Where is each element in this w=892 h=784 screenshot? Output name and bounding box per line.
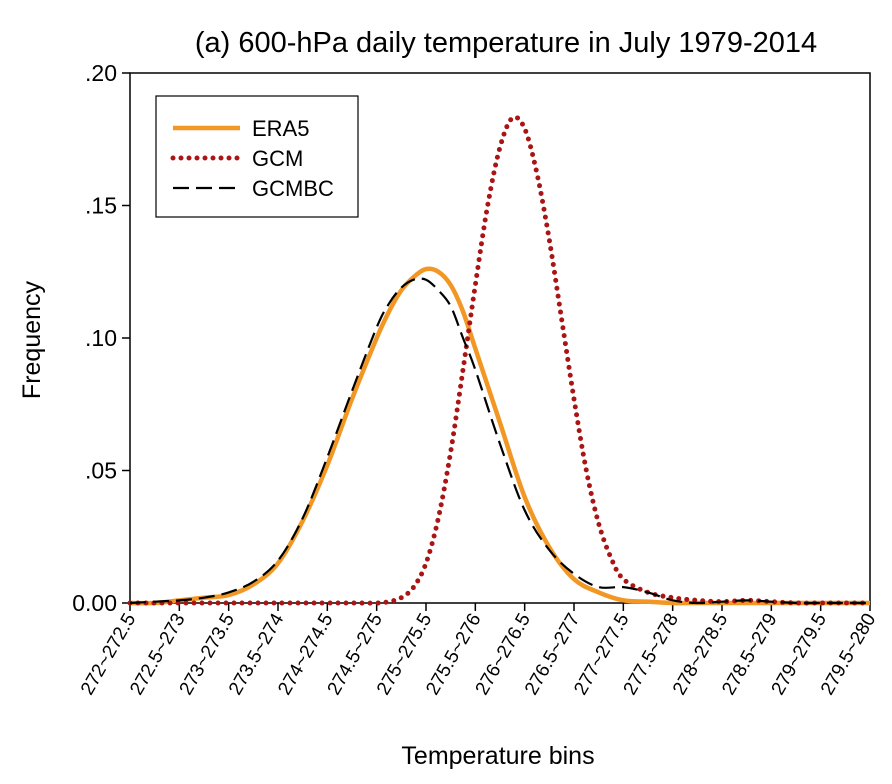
legend-label: GCMBC <box>252 176 334 201</box>
chart-title: (a) 600-hPa daily temperature in July 19… <box>195 27 817 59</box>
y-tick-label: .10 <box>85 325 117 351</box>
y-tick-label: .15 <box>85 193 117 219</box>
series-line-era5 <box>129 266 870 606</box>
legend-label: ERA5 <box>252 116 309 141</box>
series-line-gcmbc <box>129 277 870 605</box>
x-axis-label: Temperature bins <box>401 742 594 770</box>
legend: ERA5 GCM GCMBC <box>155 95 359 218</box>
y-axis-label: Frequency <box>18 280 46 399</box>
x-axis: 272~272.5272.5~273273~273.5273.5~274274~… <box>77 603 880 699</box>
series-layer <box>127 114 873 606</box>
y-axis: 0.00 .05 .10 .15 .20 <box>72 60 130 616</box>
y-tick-label: 0.00 <box>72 590 117 616</box>
legend-label: GCM <box>252 146 303 171</box>
y-tick-label: .20 <box>85 60 117 86</box>
y-tick-label: .05 <box>85 458 117 484</box>
